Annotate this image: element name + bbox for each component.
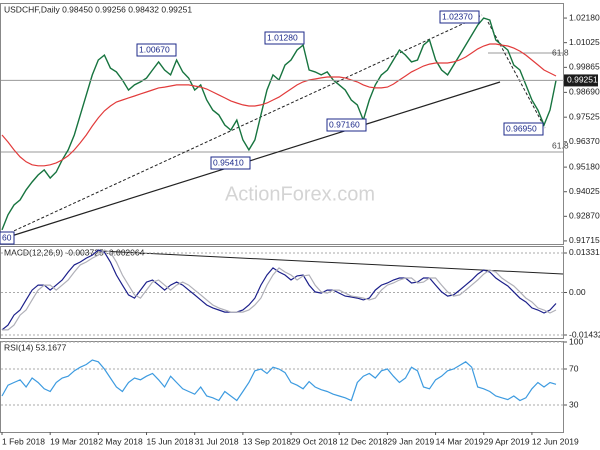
x-tick-label: 15 Jun 2018 [147, 436, 194, 446]
y-tick-label: 0.97525 [569, 111, 600, 121]
series-line [1, 359, 557, 402]
y-tick-label: 0.99865 [569, 62, 600, 72]
annotation: 61.8 [552, 140, 569, 150]
x-tick-label: 29 Oct 2018 [291, 436, 338, 446]
x-tick-label: 12 Dec 2018 [339, 436, 387, 446]
y-tick-label: 0.00 [569, 287, 586, 297]
x-tick-label: 31 Jul 2018 [195, 436, 239, 446]
rsi-title: RSI(14) 53.1677 [4, 342, 67, 352]
annotation: 1.01280 [267, 32, 298, 42]
annotation: 0.95410 [213, 157, 244, 167]
y-tick-label: 100 [569, 336, 583, 346]
y-tick-label: 0.94025 [569, 186, 600, 196]
x-tick-label: 29 Apr 2019 [484, 436, 530, 446]
watermark: ActionForex.com [225, 183, 375, 205]
y-tick-label: 1.02180 [569, 12, 600, 22]
macd-title: MACD(12,26,9) -0.003725 -0.002064 [4, 247, 145, 257]
trend-line [487, 21, 546, 129]
x-tick-label: 13 Sep 2018 [243, 436, 291, 446]
annotation: 1.02370 [442, 11, 473, 21]
y-tick-label: 70 [569, 363, 579, 373]
y-tick-label: 0.95180 [569, 161, 600, 171]
price-panel [0, 3, 564, 245]
annotation-box [136, 43, 177, 57]
x-tick-label: 12 Jun 2019 [532, 436, 579, 446]
macd-panel [0, 246, 564, 339]
x-tick-label: 1 Feb 2018 [2, 436, 45, 446]
series-line [1, 43, 557, 167]
annotation-box [503, 122, 544, 136]
annotation-box [264, 31, 305, 45]
x-tick-label: 14 Mar 2019 [436, 436, 484, 446]
y-tick-label: 0.96370 [569, 136, 600, 146]
y-tick-label: 1.01025 [569, 37, 600, 47]
y-tick-label: 0.92870 [569, 211, 600, 221]
x-tick-label: 29 Jan 2019 [387, 436, 434, 446]
annotation: 1.00670 [139, 44, 170, 54]
y-tick-label: 30 [569, 399, 579, 409]
price-title: USDCHF,Daily 0.98450 0.99256 0.98432 0.9… [4, 4, 192, 14]
annotation-box [439, 10, 480, 24]
y-tick-label: 0.91715 [569, 235, 600, 245]
series-line [1, 249, 557, 331]
annotation: 61.8 [552, 47, 569, 57]
series-line [2, 249, 557, 331]
y-tick-label: 0.013319 [569, 247, 600, 257]
annotation-box [0, 231, 15, 245]
x-tick-label: 2 May 2018 [98, 436, 143, 446]
trend-line [4, 81, 501, 239]
last-price-box [564, 74, 598, 87]
y-tick-label: 0.98690 [569, 87, 600, 97]
annotation-box [210, 156, 251, 170]
annotation: 0.96950 [506, 123, 537, 133]
annotation: 0.97160 [329, 119, 360, 129]
annotation-box [326, 118, 367, 132]
trend-line [4, 14, 483, 236]
y-tick-label: -0.014323 [569, 329, 600, 339]
x-tick-label: 19 Mar 2018 [50, 436, 98, 446]
last-price-label: 0.99251 [567, 75, 598, 85]
annotation: 60 [2, 232, 12, 242]
